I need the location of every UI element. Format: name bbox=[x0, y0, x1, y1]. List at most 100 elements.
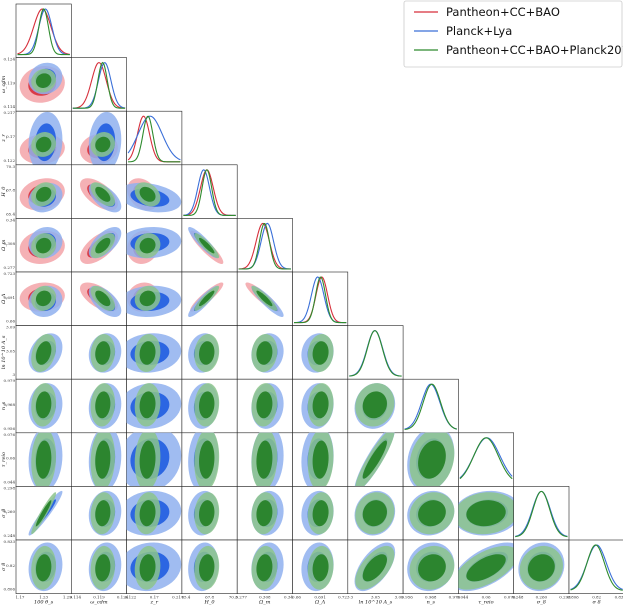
y-axis-label: σ 8 bbox=[1, 563, 7, 571]
panel-10-4 bbox=[236, 539, 293, 594]
y-axis-label: τ_reio bbox=[1, 452, 7, 467]
x-axis-label: ω_cdm bbox=[90, 600, 108, 606]
marginal-curve bbox=[17, 8, 70, 56]
panel-3-3 bbox=[181, 164, 238, 219]
x-axis-label: σ_8 bbox=[537, 600, 546, 606]
panel-7-6 bbox=[347, 378, 404, 434]
contour-Pantheon+CC+BAO+Planck2018+Lya bbox=[95, 186, 111, 202]
x-tick-label: 0.114 bbox=[70, 595, 82, 600]
marginal-curve bbox=[404, 383, 458, 431]
contour-Pantheon+CC+BAO+Planck2018+Lya bbox=[466, 500, 506, 527]
contour-Pantheon+CC+BAO+Planck2018+Lya bbox=[312, 554, 329, 582]
contour-Pantheon+CC+BAO+Planck2018+Lya bbox=[139, 290, 156, 307]
y-tick-label: 0.06 bbox=[6, 456, 15, 461]
panels: 0.114 0.119 0.124 ω_cdm 0.122 0.17 0.217 z_r 65.… bbox=[0, 3, 623, 606]
contour-Pantheon+CC+BAO+Planck2018+Lya bbox=[35, 391, 52, 419]
panel-10-6 bbox=[347, 539, 404, 594]
x-tick-label: 0.06 bbox=[482, 595, 491, 600]
panel-10-5 bbox=[292, 539, 349, 594]
panel-2-0 bbox=[15, 110, 72, 166]
y-tick-label: 0.691 bbox=[4, 295, 15, 300]
panel-8-2 bbox=[126, 432, 183, 487]
panel-frame bbox=[347, 325, 404, 380]
panel-9-8 bbox=[458, 486, 514, 541]
contour-Pantheon+CC+BAO+Planck2018+Lya bbox=[139, 554, 156, 582]
panel-10-3 bbox=[181, 539, 238, 594]
y-tick-label: 0.66 bbox=[6, 319, 15, 324]
legend: Pantheon+CC+BAO Planck+Lya Pantheon+CC+B… bbox=[403, 0, 623, 68]
panel-8-4 bbox=[236, 432, 293, 487]
panel-7-4 bbox=[236, 378, 293, 434]
contour-Pantheon+CC+BAO+Planck2018+Lya bbox=[256, 341, 273, 365]
contour-Pantheon+CC+BAO+Planck2018+Lya bbox=[35, 186, 52, 202]
panel-10-7 bbox=[402, 539, 459, 594]
panel-4-4 bbox=[236, 218, 293, 273]
panel-4-2 bbox=[126, 218, 183, 273]
x-tick-label: 0.82 bbox=[592, 595, 601, 600]
panel-10-1 bbox=[71, 539, 127, 594]
contour-Pantheon+CC+BAO+Planck2018+Lya bbox=[256, 440, 273, 479]
contour-Pantheon+CC+BAO+Planck2018+Lya bbox=[35, 136, 52, 153]
x-axis-label: z_r bbox=[149, 600, 158, 606]
contour-Pantheon+CC+BAO+Planck2018+Lya bbox=[362, 500, 387, 527]
panel-8-7 bbox=[402, 432, 459, 487]
x-tick-label: 0.691 bbox=[314, 595, 325, 600]
marginal-curve bbox=[459, 437, 513, 480]
panel-8-1 bbox=[71, 432, 127, 487]
panel-4-1 bbox=[71, 218, 127, 273]
panel-7-2 bbox=[126, 378, 183, 434]
y-axis-label: z_r bbox=[1, 134, 7, 143]
legend-label-pantheon: Pantheon+CC+BAO bbox=[446, 5, 560, 19]
panel-8-8 bbox=[458, 432, 514, 487]
contour-Pantheon+CC+BAO+Planck2018+Lya bbox=[95, 341, 111, 365]
contour-Pantheon+CC+BAO+Planck2018+Lya bbox=[199, 290, 215, 307]
panel-5-5 bbox=[292, 271, 349, 326]
x-tick-label: 0.260 bbox=[536, 595, 548, 600]
marginal-curve bbox=[127, 115, 181, 161]
y-tick-label: 0.217 bbox=[4, 110, 16, 115]
panel-6-1 bbox=[71, 325, 127, 380]
panel-7-3 bbox=[181, 378, 238, 434]
contour-Pantheon+CC+BAO+Planck2018+Lya bbox=[35, 440, 52, 479]
y-tick-label: 0.076 bbox=[4, 432, 16, 437]
panel-3-2 bbox=[126, 164, 183, 219]
contour-Pantheon+CC+BAO+Planck2018+Lya bbox=[362, 554, 387, 582]
x-tick-label: 0.806 bbox=[567, 595, 579, 600]
contour-Pantheon+CC+BAO+Planck2018+Lya bbox=[95, 391, 111, 419]
x-tick-label: 0.044 bbox=[457, 595, 469, 600]
contour-Pantheon+CC+BAO+Planck2018+Lya bbox=[35, 237, 52, 254]
panel-9-0 bbox=[15, 486, 72, 541]
contour-Pantheon+CC+BAO+Planck2018+Lya bbox=[35, 290, 52, 307]
panel-10-10 bbox=[568, 539, 623, 594]
contour-Pantheon+CC+BAO+Planck2018+Lya bbox=[256, 391, 273, 419]
x-tick-label: 0.298 bbox=[559, 595, 571, 600]
panel-3-1 bbox=[71, 164, 127, 219]
y-tick-label: 0.833 bbox=[4, 539, 16, 544]
panel-6-4 bbox=[236, 325, 293, 380]
y-tick-label: 3.09 bbox=[6, 325, 15, 330]
panel-10-0 bbox=[15, 539, 72, 594]
panel-9-4 bbox=[236, 486, 293, 541]
contour-Pantheon+CC+BAO+Planck2018+Lya bbox=[199, 554, 215, 582]
contour-Pantheon+CC+BAO+Planck2018+Lya bbox=[139, 341, 156, 365]
contour-Pantheon+CC+BAO+Planck2018+Lya bbox=[256, 554, 273, 582]
panel-4-0 bbox=[15, 218, 72, 273]
y-tick-label: 0.124 bbox=[4, 57, 16, 62]
y-tick-label: 0.248 bbox=[4, 533, 16, 538]
y-axis-label: ω_cdm bbox=[1, 75, 7, 93]
contour-Pantheon+CC+BAO+Planck2018+Lya bbox=[466, 554, 506, 582]
y-tick-label: 3 bbox=[12, 372, 15, 377]
y-tick-label: 67.8 bbox=[6, 188, 15, 193]
contour-Pantheon+CC+BAO+Planck2018+Lya bbox=[256, 500, 273, 527]
x-tick-label: 67.8 bbox=[205, 595, 214, 600]
panel-6-3 bbox=[181, 325, 238, 380]
x-tick-label: 1.29 bbox=[63, 595, 72, 600]
x-tick-label: 0.277 bbox=[235, 595, 247, 600]
marginal-curve bbox=[570, 544, 623, 591]
legend-label-planck: Planck+Lya bbox=[446, 24, 512, 38]
panel-0-0 bbox=[15, 3, 72, 58]
panel-9-6 bbox=[347, 486, 404, 541]
panel-9-9 bbox=[513, 486, 570, 541]
contour-Pantheon+CC+BAO+Planck2018+Lya bbox=[312, 500, 329, 527]
contour-Pantheon+CC+BAO+Planck2018+Lya bbox=[95, 136, 111, 153]
